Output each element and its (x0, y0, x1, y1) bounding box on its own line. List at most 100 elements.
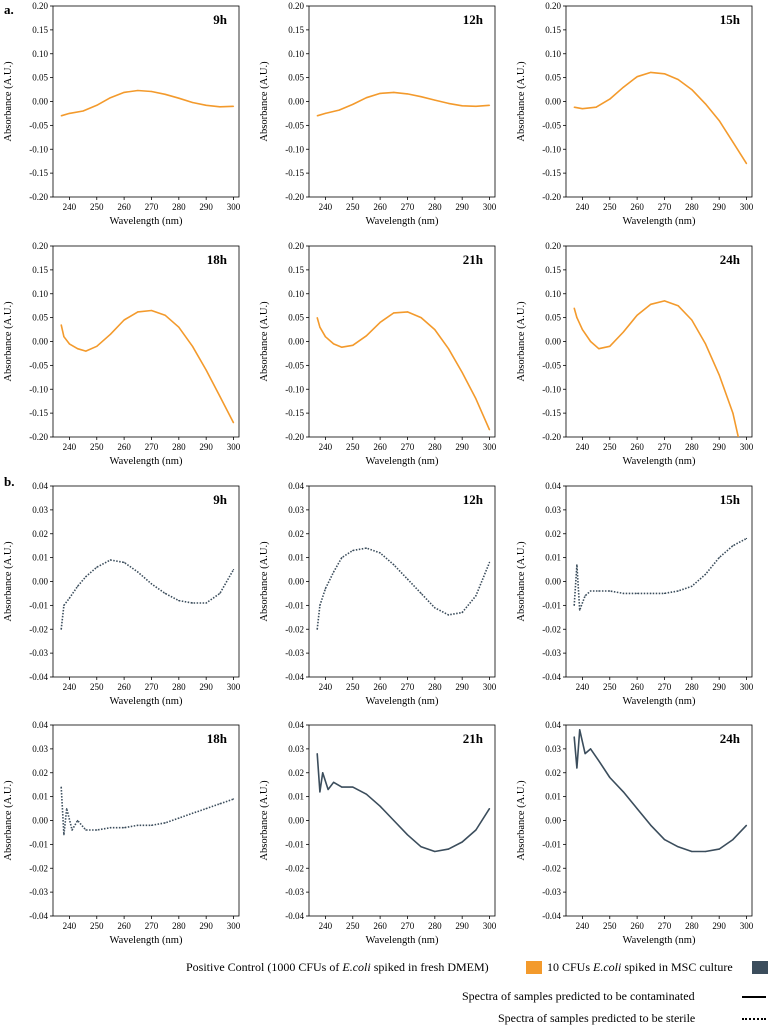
plot-frame (308, 485, 496, 678)
series-line (573, 300, 740, 437)
data-point (205, 808, 207, 810)
data-point (434, 329, 436, 331)
x-tick-label: 260 (373, 921, 387, 931)
y-tick-label: 0.15 (288, 265, 304, 275)
y-tick-label: -0.05 (285, 120, 304, 130)
y-tick-label: 0.02 (288, 768, 304, 778)
data-point (434, 99, 436, 101)
data-point (85, 576, 87, 578)
data-point (434, 607, 436, 609)
data-point (576, 317, 578, 319)
panel-title: 12h (463, 492, 484, 507)
data-point (573, 736, 575, 738)
y-tick-label: 0.10 (288, 289, 304, 299)
y-tick-label: 0.01 (288, 553, 304, 563)
y-tick-label: 0.15 (545, 265, 561, 275)
x-tick-label: 250 (90, 442, 104, 452)
y-tick-label: -0.20 (542, 432, 561, 442)
y-tick-label: -0.10 (285, 384, 304, 394)
data-point (319, 604, 321, 607)
x-tick-label: 280 (172, 202, 186, 212)
y-tick-label: -0.05 (542, 360, 561, 370)
data-point (191, 345, 194, 347)
data-point (379, 92, 381, 94)
y-tick-label: 0.03 (32, 744, 48, 754)
data-point (178, 817, 180, 819)
x-tick-label: 260 (630, 682, 644, 692)
x-tick-label: 260 (117, 202, 131, 212)
x-tick-label: 250 (346, 921, 360, 931)
y-tick-label: -0.03 (542, 648, 561, 658)
plot-frame (565, 245, 753, 438)
data-point (178, 97, 180, 99)
data-point (434, 850, 436, 853)
panel-title: 21h (463, 731, 484, 746)
data-point (85, 350, 87, 352)
y-tick-label: -0.04 (29, 672, 48, 682)
x-tick-label: 280 (685, 921, 699, 931)
y-axis-label: Absorbance (A.U.) (3, 61, 14, 142)
data-point (322, 772, 324, 774)
data-point (341, 346, 343, 348)
data-point (420, 592, 422, 595)
x-axis-label: Wavelength (nm) (366, 456, 439, 467)
data-point (123, 561, 125, 564)
data-point (718, 120, 720, 122)
panel-title: 15h (720, 12, 741, 27)
data-point (393, 564, 395, 566)
chart-a-18h: -0.20 -0.15 -0.10 -0.05 0.00 0.05 0.10 0.15 0.20… (3, 241, 241, 467)
y-tick-label: -0.02 (542, 624, 561, 634)
series-line (574, 71, 748, 165)
data-point (164, 93, 166, 95)
y-tick-label: -0.01 (285, 600, 304, 610)
series-line (316, 311, 491, 431)
y-tick-label: 0.00 (32, 816, 48, 826)
plot-frame (308, 5, 496, 198)
y-tick-label: 0.05 (32, 73, 48, 83)
panel-title: 18h (207, 731, 228, 746)
data-point (123, 827, 125, 829)
data-point (576, 767, 578, 769)
x-tick-label: 270 (145, 442, 159, 452)
plot-frame (565, 5, 753, 198)
x-tick-label: 280 (172, 442, 186, 452)
chart-b-21h: -0.04 -0.03 -0.02 -0.01 0.00 0.01 0.02 0.03 0.04… (259, 720, 497, 946)
data-point (164, 314, 166, 316)
x-axis-label: Wavelength (nm) (366, 935, 439, 946)
y-axis-label: Absorbance (A.U.) (516, 780, 527, 861)
y-tick-label: 0.00 (545, 97, 561, 107)
x-tick-label: 280 (172, 921, 186, 931)
x-tick-label: 290 (712, 202, 726, 212)
y-tick-label: -0.15 (29, 168, 48, 178)
y-tick-label: -0.04 (285, 672, 304, 682)
x-axis-label: Wavelength (nm) (110, 216, 183, 227)
y-tick-label: 0.05 (288, 313, 304, 323)
data-point (663, 592, 666, 595)
y-tick-label: 0.10 (545, 289, 561, 299)
y-axis-label: Absorbance (A.U.) (516, 541, 527, 622)
x-tick-label: 240 (576, 921, 590, 931)
x-tick-label: 250 (90, 202, 104, 212)
x-tick-label: 260 (117, 442, 131, 452)
x-axis-label: Wavelength (nm) (623, 935, 696, 946)
x-axis-label: Wavelength (nm) (110, 456, 183, 467)
y-tick-label: -0.10 (542, 384, 561, 394)
data-point (718, 557, 720, 559)
x-tick-label: 290 (199, 921, 213, 931)
y-tick-label: 0.10 (545, 49, 561, 59)
y-tick-label: 0.20 (545, 1, 561, 11)
y-tick-label: -0.01 (29, 600, 48, 610)
y-tick-label: -0.01 (542, 600, 561, 610)
x-tick-label: 280 (428, 682, 442, 692)
y-tick-label: -0.03 (29, 648, 48, 658)
data-point (219, 395, 221, 397)
data-point (609, 776, 611, 779)
data-point (178, 326, 180, 328)
y-tick-label: 0.03 (288, 505, 304, 515)
y-tick-label: -0.15 (542, 408, 561, 418)
data-point (636, 808, 638, 810)
data-point (636, 592, 638, 595)
data-point (109, 333, 111, 335)
data-point (68, 112, 70, 114)
data-point (150, 583, 153, 585)
